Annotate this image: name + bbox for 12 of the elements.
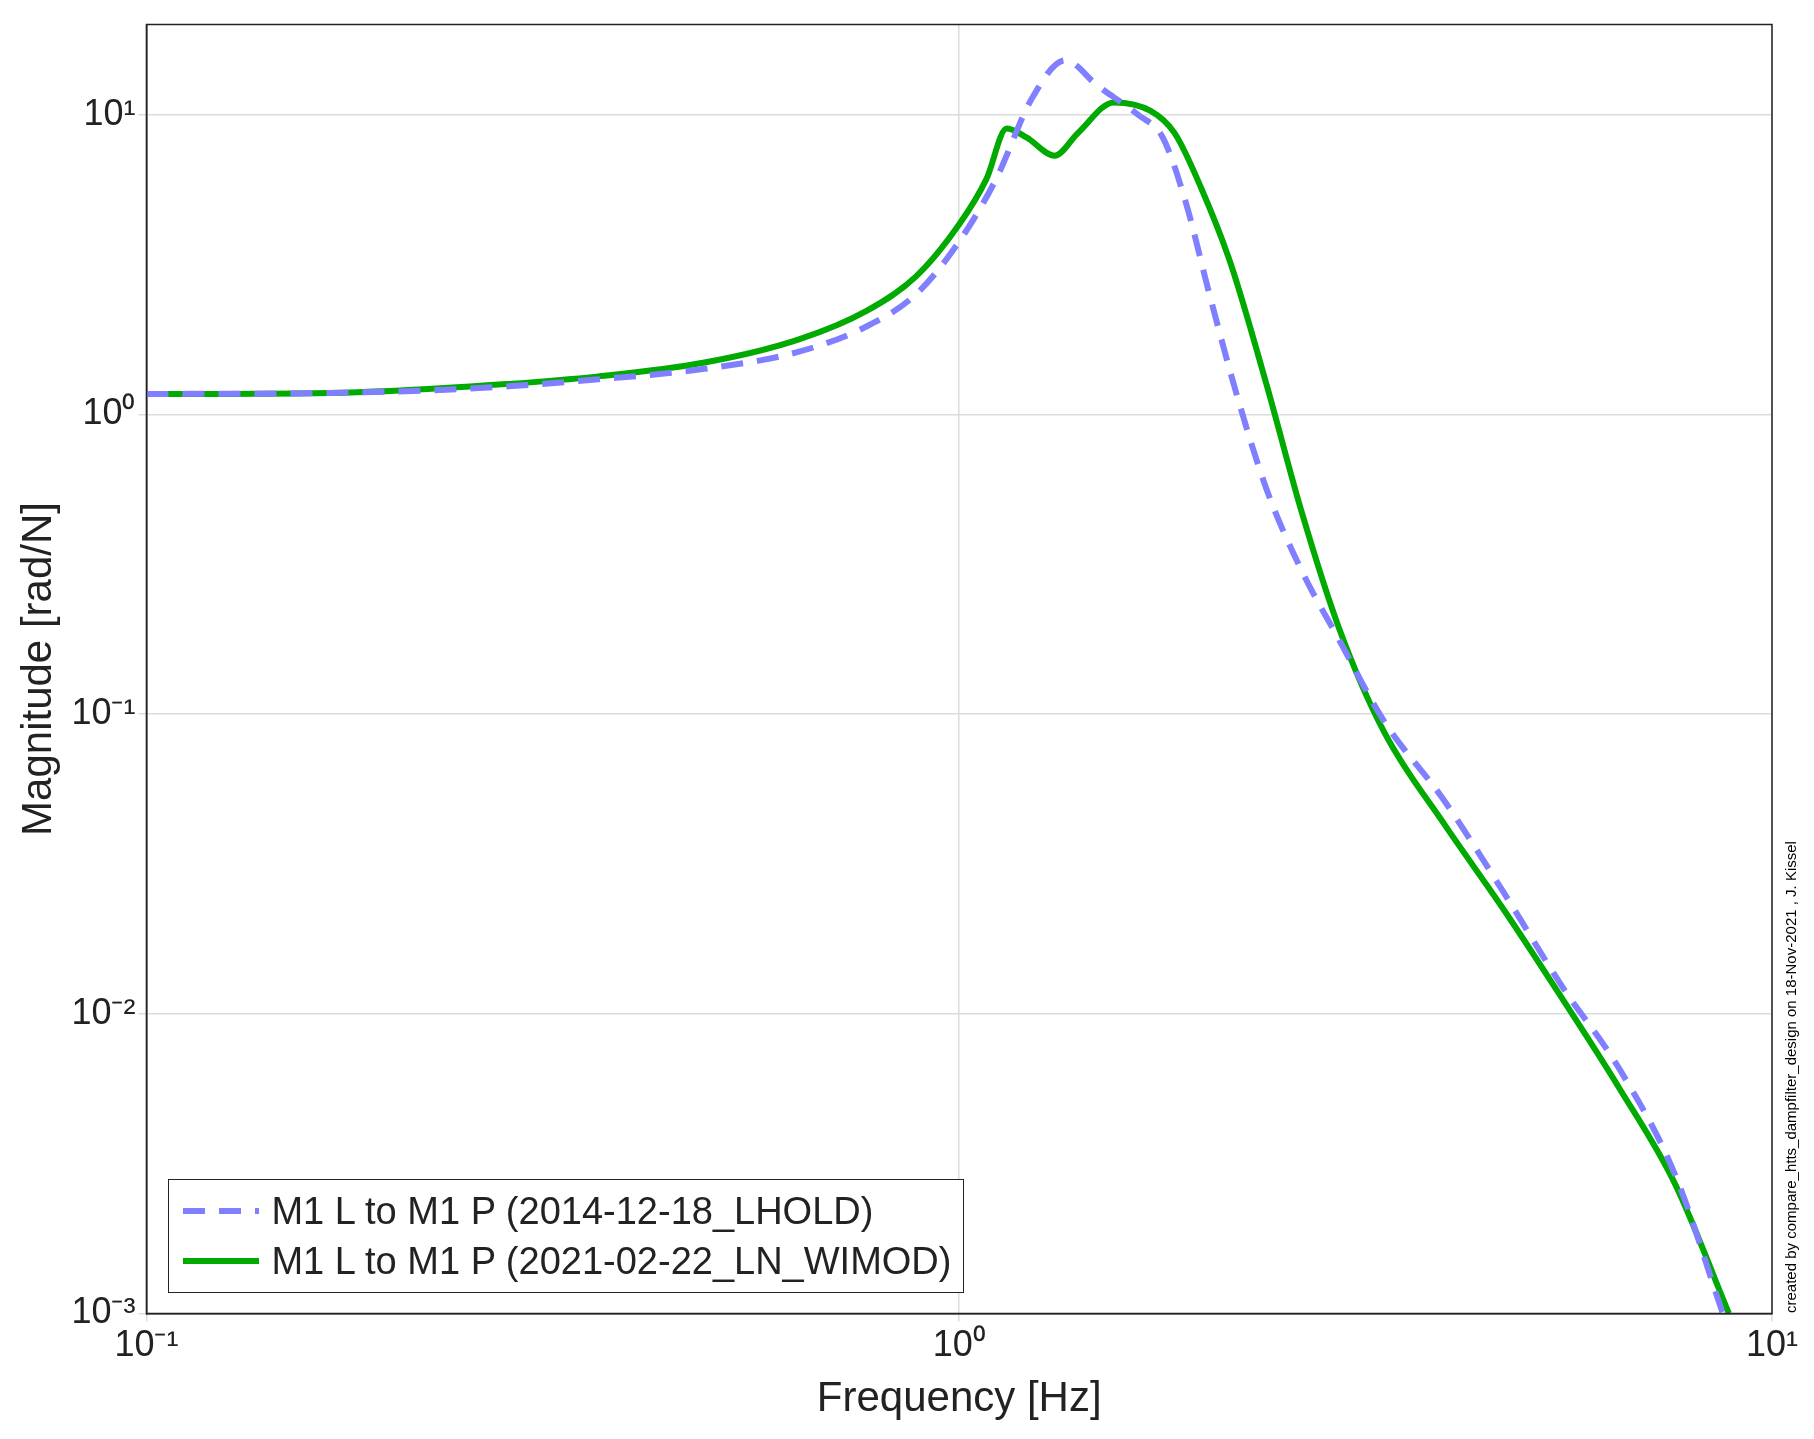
legend-label: M1 L to M1 P (2021-02-22_LN_WIMOD) xyxy=(271,1239,952,1285)
legend-label: M1 L to M1 P (2014-12-18_LHOLD) xyxy=(271,1189,874,1235)
x-tick-label: 10¹ xyxy=(1745,1322,1799,1364)
y-axis-title: Magnitude [rad/N] xyxy=(12,502,60,836)
x-axis-title: Frequency [Hz] xyxy=(816,1373,1102,1421)
y-tick-label: 10⁰ xyxy=(82,391,136,433)
text: created by compare_htts_dampfilter_design on 18-Nov-2021 , J. Kissel xyxy=(1782,841,1799,1314)
x-tick-label: 10⁻¹ xyxy=(114,1322,179,1364)
x-tick-label: 10⁰ xyxy=(932,1322,986,1364)
y-tick-label: 10¹ xyxy=(83,91,136,133)
y-tick-label: 10⁻² xyxy=(71,990,136,1032)
y-tick-label: 10⁻¹ xyxy=(71,691,136,733)
